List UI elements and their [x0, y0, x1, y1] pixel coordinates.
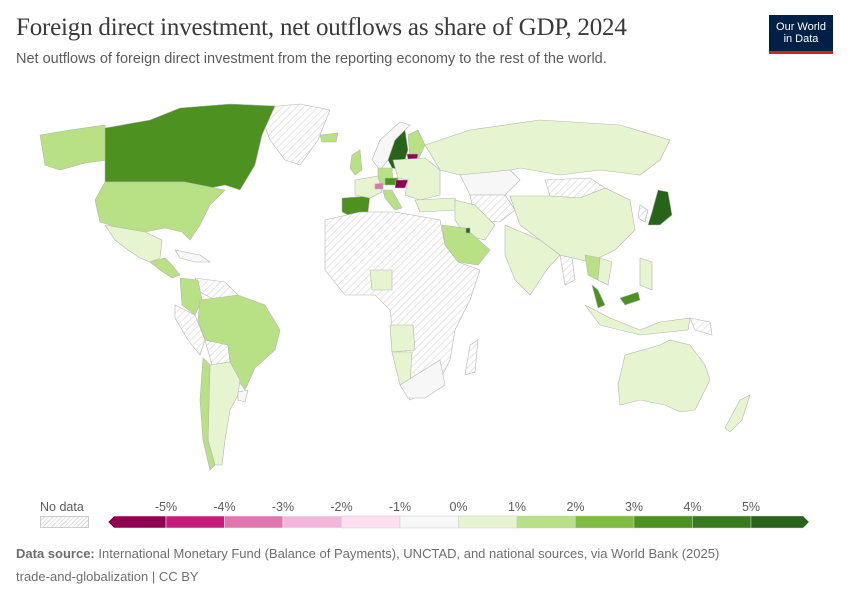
- country-philippines: [639, 257, 653, 291]
- legend-bin-6: [458, 515, 518, 529]
- legend-tick: 0%: [449, 500, 468, 514]
- legend-bin-9: [633, 515, 693, 529]
- region-eastern-europe: [392, 157, 441, 201]
- region-indochina: [597, 257, 613, 286]
- country-new-zealand: [724, 394, 751, 433]
- country-uruguay: [237, 389, 249, 403]
- country-chile: [199, 357, 216, 471]
- country-china: [509, 187, 636, 263]
- country-malaysia: [591, 284, 606, 309]
- country-switzerland: [374, 182, 384, 190]
- legend-bin-11: [750, 515, 810, 529]
- country-greenland: [257, 103, 331, 166]
- country-turkey: [414, 197, 459, 213]
- legend-tick: -3%: [271, 500, 295, 514]
- footer-license[interactable]: trade-and-globalization | CC BY: [16, 569, 199, 584]
- data-source-label: Data source:: [16, 546, 95, 561]
- legend-tick: -2%: [330, 500, 353, 514]
- country-iceland: [319, 132, 339, 143]
- legend-tick: 3%: [624, 500, 644, 514]
- country-malaysia-borneo: [619, 291, 641, 306]
- legend-bin-4: [341, 515, 401, 529]
- legend-bin-10: [692, 515, 752, 529]
- country-france: [354, 175, 383, 199]
- country-india: [504, 224, 561, 296]
- legend-bin-7: [516, 515, 576, 529]
- legend-tick: 1%: [507, 500, 527, 514]
- data-source-text: International Monetary Fund (Balance of …: [94, 546, 720, 561]
- legend-tick: 5%: [741, 500, 761, 514]
- no-data-swatch: [40, 516, 89, 528]
- region-peru: [174, 304, 206, 356]
- country-nigeria: [369, 269, 393, 291]
- region-africa: [324, 211, 481, 401]
- legend-tick: -5%: [154, 500, 178, 514]
- country-angola: [389, 324, 416, 353]
- country-japan: [647, 189, 673, 226]
- logo-line1: Our World: [776, 21, 826, 33]
- legend-tick: -4%: [213, 500, 236, 514]
- country-papua-new-guinea: [689, 317, 713, 336]
- owid-logo[interactable]: Our World in Data: [769, 15, 833, 54]
- legend-bin-8: [575, 515, 635, 529]
- legend-tick: -1%: [388, 500, 412, 514]
- region-central-america: [149, 257, 181, 279]
- country-korea: [637, 204, 649, 223]
- region-caribbean: [174, 249, 211, 263]
- country-myanmar: [559, 254, 576, 286]
- country-italy: [382, 189, 403, 211]
- legend-tick: 2%: [566, 500, 585, 514]
- legend-bin-0: [107, 515, 167, 529]
- legend-tick: 4%: [683, 500, 702, 514]
- logo-line2: in Data: [783, 33, 819, 45]
- country-argentina: [207, 361, 241, 466]
- country-alaska: [39, 124, 109, 171]
- no-data-label: No data: [40, 500, 84, 514]
- color-legend: No data -5% -4% -3% -2% -1% 0% 1% 2% 3% …: [0, 496, 850, 536]
- chart-subtitle: Net outflows of foreign direct investmen…: [16, 51, 607, 67]
- country-australia: [617, 339, 711, 413]
- legend-bin-1: [165, 515, 225, 529]
- legend-bin-3: [282, 515, 342, 529]
- country-kuwait: [465, 227, 471, 234]
- legend-bar: [107, 515, 810, 529]
- country-canada: [104, 103, 276, 191]
- country-usa: [94, 181, 226, 241]
- country-brazil: [197, 294, 281, 391]
- country-south-africa: [399, 359, 446, 399]
- country-indonesia: [584, 304, 691, 336]
- country-colombia: [179, 277, 203, 316]
- country-thailand: [584, 254, 601, 281]
- country-madagascar: [464, 339, 479, 376]
- country-kazakhstan: [459, 169, 521, 196]
- legend-bin-2: [224, 515, 284, 529]
- chart-title: Foreign direct investment, net outflows …: [16, 14, 627, 41]
- world-map[interactable]: [0, 90, 850, 490]
- country-uk: [349, 149, 363, 176]
- country-hungary: [394, 179, 409, 189]
- country-russia: [424, 119, 671, 176]
- legend-bin-5: [399, 515, 459, 529]
- data-source: Data source: International Monetary Fund…: [16, 546, 719, 561]
